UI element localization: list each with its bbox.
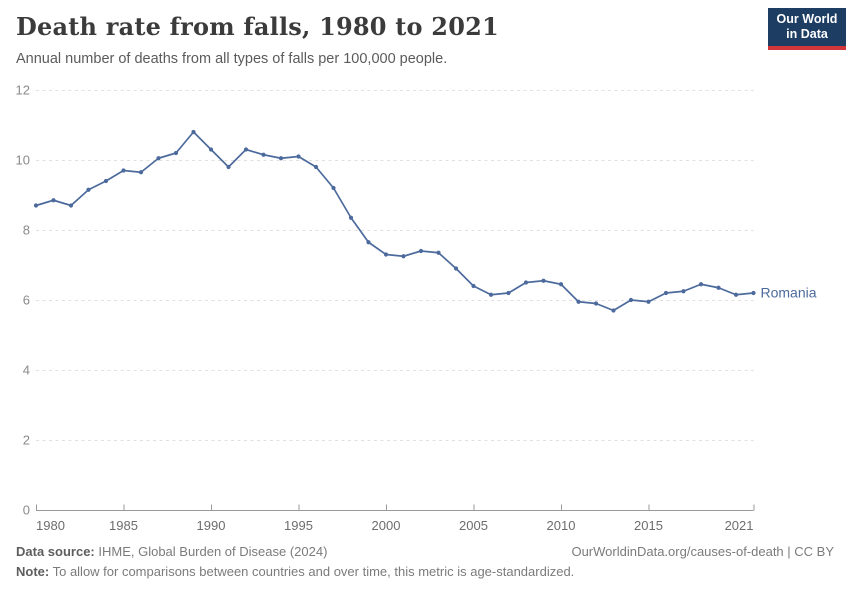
- data-point[interactable]: [418, 248, 424, 254]
- data-point[interactable]: [313, 164, 319, 170]
- x-axis-label: 2005: [459, 518, 488, 533]
- owid-logo: Our World in Data: [768, 8, 846, 50]
- x-axis-label: 1995: [284, 518, 313, 533]
- data-point[interactable]: [51, 198, 56, 203]
- data-point[interactable]: [506, 290, 511, 296]
- data-source-text: IHME, Global Burden of Disease (2024): [94, 544, 328, 559]
- x-axis-label: 1985: [109, 518, 138, 533]
- data-point[interactable]: [628, 297, 634, 303]
- data-point[interactable]: [226, 164, 231, 170]
- data-point[interactable]: [593, 301, 599, 306]
- data-point[interactable]: [348, 215, 354, 220]
- data-point[interactable]: [611, 308, 616, 313]
- data-point[interactable]: [208, 147, 214, 152]
- footer-rights-link[interactable]: OurWorldinData.org/causes-of-death | CC …: [571, 544, 834, 559]
- data-point[interactable]: [33, 203, 39, 208]
- data-point[interactable]: [751, 290, 756, 296]
- x-axis-label: 1990: [197, 518, 226, 533]
- y-axis-label: 8: [23, 223, 30, 238]
- data-point[interactable]: [436, 250, 441, 255]
- data-point[interactable]: [121, 168, 126, 173]
- data-point[interactable]: [191, 129, 196, 135]
- footer-source-row: Data source: IHME, Global Burden of Dise…: [16, 544, 834, 564]
- page-title: Death rate from falls, 1980 to 2021: [16, 12, 499, 41]
- data-source-label: Data source:: [16, 544, 95, 559]
- data-point[interactable]: [541, 278, 546, 283]
- y-axis-label: 2: [23, 433, 30, 448]
- data-point[interactable]: [646, 299, 651, 304]
- chart-footer: Data source: IHME, Global Burden of Dise…: [16, 544, 834, 584]
- y-axis-label: 6: [23, 293, 30, 308]
- data-point[interactable]: [86, 187, 91, 192]
- footer-note-row: Note: To allow for comparisons between c…: [16, 564, 834, 584]
- y-axis-label: 0: [23, 503, 30, 518]
- data-point[interactable]: [383, 252, 389, 257]
- data-point[interactable]: [331, 185, 336, 191]
- x-axis-label: 2015: [634, 518, 663, 533]
- x-axis-label: 1980: [36, 518, 65, 533]
- data-point[interactable]: [681, 289, 686, 294]
- series-end-label[interactable]: Romania: [761, 285, 817, 301]
- x-axis-label: 2010: [547, 518, 576, 533]
- x-axis-label: 2021: [725, 518, 754, 533]
- note-text: To allow for comparisons between countri…: [49, 564, 575, 579]
- y-axis-label: 10: [16, 153, 30, 168]
- data-point[interactable]: [296, 154, 301, 159]
- x-axis-label: 2000: [372, 518, 401, 533]
- series-line[interactable]: [35, 131, 755, 312]
- data-point[interactable]: [698, 282, 704, 287]
- owid-logo-line1: Our World: [776, 12, 838, 26]
- data-point[interactable]: [68, 203, 74, 208]
- data-point[interactable]: [103, 178, 109, 184]
- data-point[interactable]: [488, 292, 494, 297]
- chart-subtitle: Annual number of deaths from all types o…: [16, 51, 448, 67]
- data-point[interactable]: [733, 292, 739, 297]
- data-point[interactable]: [453, 266, 459, 271]
- data-source-line: Data source: IHME, Global Burden of Dise…: [16, 544, 327, 559]
- data-point[interactable]: [156, 156, 161, 161]
- data-point[interactable]: [401, 254, 406, 259]
- data-point[interactable]: [523, 280, 529, 285]
- y-axis-label: 12: [16, 83, 30, 98]
- note-label: Note:: [16, 564, 50, 579]
- data-point[interactable]: [243, 147, 249, 152]
- data-point[interactable]: [138, 170, 144, 175]
- data-point[interactable]: [278, 156, 284, 161]
- data-point[interactable]: [471, 283, 476, 289]
- data-point[interactable]: [663, 290, 669, 296]
- data-point[interactable]: [576, 299, 581, 304]
- data-point[interactable]: [173, 150, 179, 156]
- data-point[interactable]: [366, 240, 371, 245]
- data-point[interactable]: [558, 282, 564, 287]
- data-point[interactable]: [716, 285, 721, 290]
- owid-logo-line2: in Data: [786, 27, 828, 41]
- y-axis-label: 4: [23, 363, 30, 378]
- data-point[interactable]: [261, 152, 266, 157]
